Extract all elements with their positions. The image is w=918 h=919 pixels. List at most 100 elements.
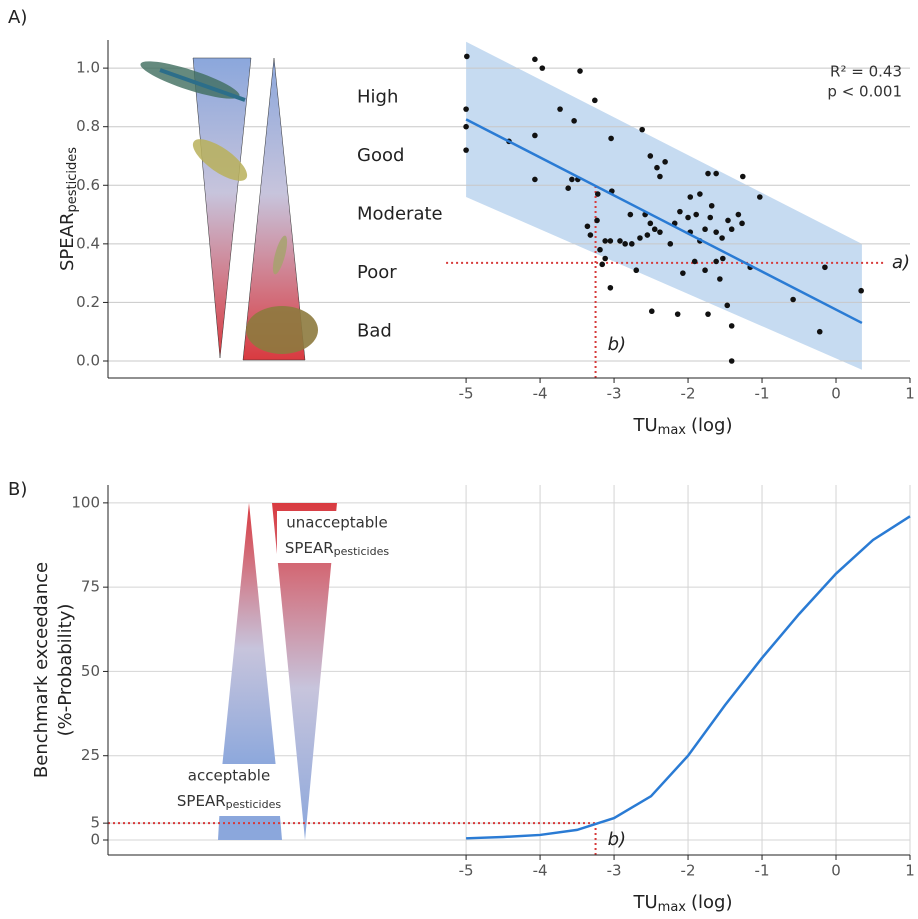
x-tick-label: -5	[459, 385, 474, 403]
data-point	[599, 261, 606, 268]
data-point	[790, 296, 796, 303]
stat-label: p < 0.001	[827, 83, 902, 101]
data-point	[702, 226, 708, 233]
y-tick-label: 0	[90, 830, 100, 848]
quality-class: Poor	[357, 262, 397, 283]
data-point	[728, 323, 735, 329]
data-point	[816, 328, 823, 335]
data-point	[687, 194, 694, 200]
y-tick-label: 0.4	[76, 234, 100, 252]
y-axis-title: (%-Probability)	[55, 604, 76, 737]
data-point	[728, 226, 735, 233]
x-title-sub: max	[658, 900, 687, 915]
x-tick-label: -1	[755, 385, 770, 403]
x-tick-label: -2	[681, 862, 696, 880]
x-title-main: TU	[633, 415, 658, 436]
y-tick-label: 0.6	[76, 176, 100, 194]
data-point	[697, 191, 703, 197]
y-tick-label: 50	[81, 662, 100, 680]
data-point	[532, 176, 538, 183]
data-point	[532, 56, 538, 63]
data-point	[713, 258, 719, 265]
regression-line	[465, 118, 863, 325]
data-point	[587, 232, 594, 238]
data-point	[680, 270, 686, 276]
y-title-main: SPEAR	[57, 213, 78, 271]
y-tick-label: 5	[90, 814, 100, 832]
reference-label: b)	[608, 334, 626, 355]
x-tick-label: 1	[905, 385, 915, 403]
data-point	[677, 208, 683, 215]
data-point	[757, 194, 763, 200]
data-point	[685, 214, 691, 221]
data-point	[633, 267, 640, 274]
y-tick-label: 25	[81, 746, 100, 764]
data-point	[705, 311, 711, 317]
x-tick-label: -3	[607, 385, 622, 403]
data-point	[539, 65, 546, 71]
quality-class: Good	[357, 145, 404, 166]
region-label-main: SPEAR	[177, 792, 226, 810]
data-point	[708, 202, 715, 209]
data-point	[739, 173, 746, 180]
data-point	[637, 235, 643, 241]
data-point	[639, 126, 645, 133]
x-tick-label: -5	[459, 862, 474, 880]
region-label-sub: pesticides	[226, 798, 282, 811]
x-tick-label: -1	[755, 862, 770, 880]
data-point	[602, 238, 608, 244]
data-point	[577, 68, 583, 74]
data-point	[651, 226, 658, 233]
x-title-main: TU	[633, 892, 658, 913]
x-tick-label: -4	[533, 385, 548, 403]
y-tick-label: 0.2	[76, 293, 100, 311]
data-point	[622, 241, 628, 247]
data-point	[691, 258, 698, 265]
panel-label: A)	[8, 7, 27, 28]
data-point	[644, 232, 651, 238]
y-tick-label: 0.0	[76, 352, 100, 370]
reference-label: a)	[892, 252, 910, 273]
quality-class: Bad	[357, 321, 392, 342]
data-point	[713, 229, 719, 235]
data-point	[532, 132, 538, 139]
data-point	[617, 238, 623, 244]
quality-class: Moderate	[357, 204, 443, 225]
data-point	[594, 217, 600, 224]
data-point	[662, 159, 668, 165]
y-tick-label: 0.8	[76, 117, 100, 135]
data-point	[648, 308, 655, 315]
data-point	[571, 118, 577, 124]
y-axis-title: Benchmark exceedance	[31, 562, 52, 778]
y-tick-label: 100	[71, 493, 100, 511]
data-point	[463, 123, 469, 130]
data-point	[569, 176, 575, 183]
data-point	[594, 191, 601, 197]
data-point	[592, 97, 598, 104]
data-point	[602, 255, 608, 262]
label-box	[277, 511, 397, 563]
data-point	[607, 238, 614, 244]
y-tick-label: 1.0	[76, 59, 100, 77]
x-tick-label: -3	[607, 862, 622, 880]
y-title-sub: pesticides	[65, 147, 80, 213]
data-point	[597, 246, 603, 253]
region-label: SPEARpesticides	[177, 792, 281, 812]
data-point	[674, 311, 681, 317]
data-point	[707, 214, 714, 221]
curve	[466, 515, 911, 840]
data-point	[720, 255, 726, 262]
data-point	[717, 276, 723, 282]
x-tick-label: -4	[533, 862, 548, 880]
data-point	[728, 358, 735, 364]
data-point	[608, 135, 614, 142]
data-point	[464, 53, 470, 60]
data-point	[702, 267, 708, 274]
x-title-sub: max	[658, 423, 687, 438]
data-point	[557, 106, 563, 112]
data-point	[657, 229, 663, 235]
data-point	[705, 170, 711, 177]
x-title-unit: (log)	[691, 415, 732, 436]
x-tick-label: 1	[905, 862, 915, 880]
